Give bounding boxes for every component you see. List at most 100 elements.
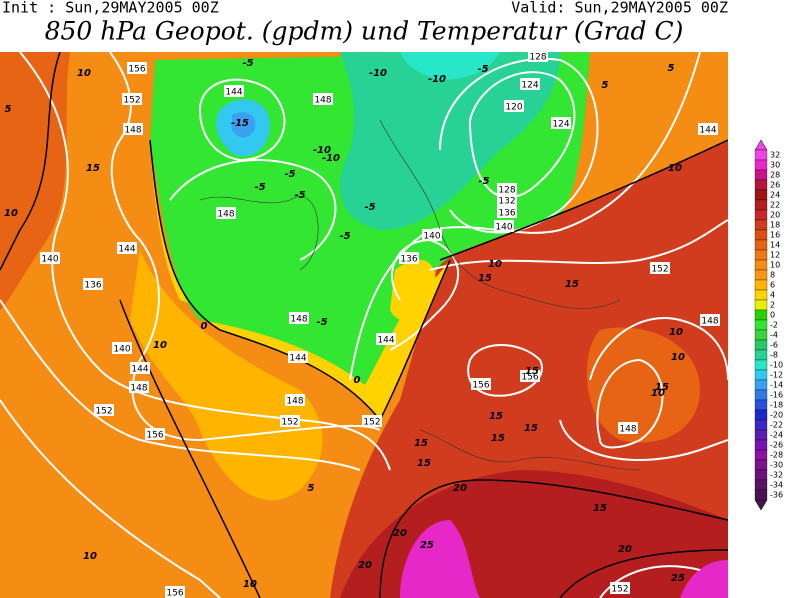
init-time: Init : Sun,29MAY2005 00Z xyxy=(2,0,219,17)
temperature-label: 10 xyxy=(651,388,665,399)
geopotential-label: 136 xyxy=(400,255,417,265)
label-box xyxy=(123,123,143,135)
temperature-label: -15 xyxy=(231,118,249,129)
warm-region xyxy=(0,52,70,310)
colorbar-label: 6 xyxy=(770,281,775,290)
cold-core xyxy=(232,112,256,138)
colorbar-swatch xyxy=(754,339,768,351)
geopotential-label: 148 xyxy=(130,384,147,394)
temperature-label: -5 xyxy=(339,231,350,242)
label-box xyxy=(422,229,442,241)
colorbar-label: -26 xyxy=(770,441,783,450)
colorbar-label: 14 xyxy=(770,241,780,250)
colder-region xyxy=(400,52,500,80)
temperature-label: 10 xyxy=(669,327,683,338)
coastlines xyxy=(199,119,641,471)
label-box xyxy=(520,78,540,90)
geopotential-label: 136 xyxy=(498,209,515,219)
label-box xyxy=(618,422,638,434)
geopotential-label: 144 xyxy=(131,365,148,375)
colorbar-label: 28 xyxy=(770,171,780,180)
colorbar-swatch xyxy=(754,379,768,391)
geopotential-label: 124 xyxy=(521,81,538,91)
colorbar-label: -32 xyxy=(770,471,783,480)
label-box xyxy=(551,117,571,129)
label-box xyxy=(497,206,517,218)
colorbar-swatch xyxy=(754,239,768,251)
colorbar-label: -22 xyxy=(770,421,783,430)
colorbar-swatch xyxy=(754,309,768,321)
colorbar-swatch xyxy=(754,369,768,381)
colorbar-label: -16 xyxy=(770,391,783,400)
temperature-label: 5 xyxy=(668,63,675,74)
label-box xyxy=(362,415,382,427)
label-box xyxy=(129,381,149,393)
temperature-label: 5 xyxy=(602,80,609,91)
colorbar-swatch xyxy=(754,299,768,311)
cool-region xyxy=(390,259,436,321)
label-box xyxy=(165,586,185,598)
label-box xyxy=(494,220,514,232)
temperature-label: 10 xyxy=(83,551,97,562)
colorbar-label: -18 xyxy=(770,401,783,410)
colorbar-swatch xyxy=(754,439,768,451)
colorbar-swatch xyxy=(754,429,768,441)
geopotential-label: 148 xyxy=(124,126,141,136)
colder-region xyxy=(340,52,560,230)
label-box xyxy=(700,314,720,326)
colorbar-swatch xyxy=(754,449,768,461)
colorbar-label: -34 xyxy=(770,481,783,490)
temperature-label: 25 xyxy=(671,573,685,584)
temperature-label: -10 xyxy=(369,68,387,79)
geopotential-label: 132 xyxy=(498,197,515,207)
colorbar-label: -6 xyxy=(770,341,778,350)
temperature-label: 10 xyxy=(488,259,502,270)
colorbar-swatch xyxy=(754,219,768,231)
temperature-label: 15 xyxy=(593,503,607,514)
hot-core xyxy=(400,520,480,598)
temperature-label: -5 xyxy=(294,190,305,201)
temperature-label: -5 xyxy=(284,169,295,180)
colorbar-swatch xyxy=(754,399,768,411)
geopotential-label: 144 xyxy=(225,88,242,98)
contour-labels: 1561521481441481481441401361401441481521… xyxy=(4,50,720,598)
temperature-label: 15 xyxy=(565,279,579,290)
geopotential-label: 140 xyxy=(423,232,440,242)
colorbar-label: 18 xyxy=(770,221,780,230)
label-box xyxy=(288,351,308,363)
label-box xyxy=(224,85,244,97)
geopotential-label: 144 xyxy=(699,126,716,136)
colorbar-label: 8 xyxy=(770,271,775,280)
colorbar-swatch xyxy=(754,189,768,201)
colorbar-label: -14 xyxy=(770,381,783,390)
colorbar-label: -20 xyxy=(770,411,783,420)
colorbar-label: -36 xyxy=(770,491,783,500)
geopotential-label: 152 xyxy=(281,418,298,428)
geopotential-label: 140 xyxy=(113,345,130,355)
colorbar-swatch xyxy=(754,209,768,221)
temperature-label: 15 xyxy=(489,411,503,422)
colorbar-swatch xyxy=(754,149,768,161)
label-box xyxy=(145,428,165,440)
colorbar-label: 24 xyxy=(770,191,780,200)
temperature-label: -5 xyxy=(478,176,489,187)
geopotential-label: 156 xyxy=(166,589,183,598)
colorbar-swatch xyxy=(754,269,768,281)
label-box xyxy=(122,93,142,105)
geopotential-label: 148 xyxy=(619,425,636,435)
colorbar-swatch xyxy=(754,159,768,171)
label-box xyxy=(40,252,60,264)
colorbar-label: -24 xyxy=(770,431,783,440)
temperature-label: -5 xyxy=(477,64,488,75)
colorbar-label: 16 xyxy=(770,231,780,240)
geopotential-label: 148 xyxy=(286,397,303,407)
colorbar-swatch xyxy=(754,229,768,241)
temperature-label: 10 xyxy=(671,352,685,363)
label-box xyxy=(399,252,419,264)
label-box xyxy=(520,370,540,382)
colorbar-label: 32 xyxy=(770,151,780,160)
geopotential-label: 144 xyxy=(377,336,394,346)
colorbar-swatch xyxy=(754,169,768,181)
label-box xyxy=(83,278,103,290)
